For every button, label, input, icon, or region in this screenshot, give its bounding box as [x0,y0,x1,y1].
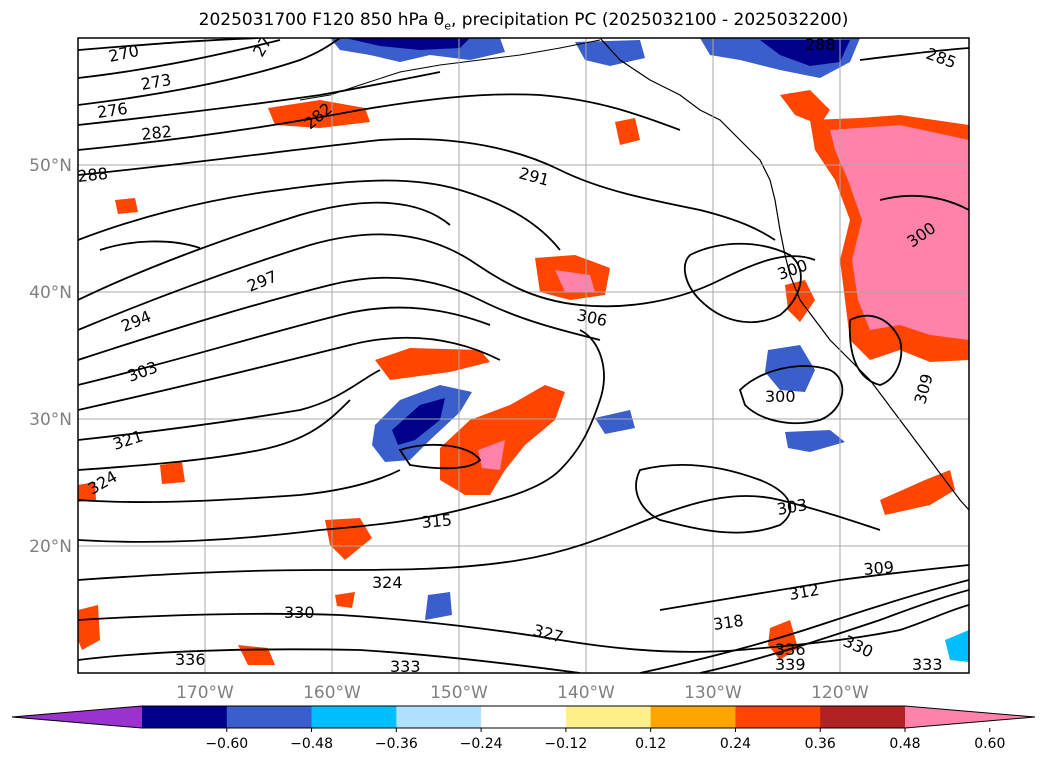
title-prefix: 2025031700 F120 850 hPa [198,10,434,30]
lat-label-30n: 30°N [29,410,72,430]
colorbar-box [565,706,652,728]
contour-label-300b: 300 [765,387,796,406]
contour-label-309b: 309 [863,557,895,579]
chart-title: 2025031700 F120 850 hPa θe, precipitatio… [0,10,1047,32]
colorbar-tick-label: 0.24 [720,736,751,752]
precip-neg-blob-core [392,398,445,445]
colorbar-tick-label: −0.36 [375,736,418,752]
title-theta-sub: e [444,19,451,33]
contour-label-330a: 330 [284,603,315,622]
title-suffix: , precipitation PC (2025032100 - 2025032… [450,10,849,30]
colorbar-box [142,706,228,728]
colorbar-tick-label: 0.48 [889,736,920,752]
lon-label-130w: 130°W [684,683,742,703]
colorbar-tick-label: −0.48 [290,736,333,752]
colorbar-tick-label: −0.24 [460,736,503,752]
colorbar-box [650,706,736,728]
precip-band-1 [375,348,490,380]
map-frame [77,37,970,674]
colorbar-tick-label: 0.12 [635,736,666,752]
colorbar-extend-max [905,706,1035,728]
precip-small-4 [78,605,100,650]
precip-top-mid-negative [575,40,645,66]
latitude-labels: 50°N 40°N 30°N 20°N [29,156,72,557]
contour-label-339: 339 [775,655,806,674]
lon-label-150w: 150°W [430,683,488,703]
lon-label-120w: 120°W [811,683,869,703]
title-theta: θ [433,10,445,30]
precip-band-2 [440,385,565,495]
colorbar-outline [11,705,1036,729]
contour-label-276: 276 [96,99,129,122]
precip-small-1 [615,118,640,145]
precip-neg-blob-4 [595,410,635,434]
colorbar-tick-label: 0.60 [974,736,1005,752]
longitude-labels: 170°W 160°W 150°W 140°W 130°W 120°W [176,683,869,703]
precip-small-5 [160,462,185,484]
contour-label-288: 288 [76,164,108,186]
colorbar-box [396,706,482,728]
contour-label-333b: 333 [912,655,943,674]
theta-e-contours [78,38,969,673]
colorbar-box [481,706,567,728]
precip-small-3 [880,470,955,515]
colorbar-box [311,706,397,728]
lon-label-140w: 140°W [557,683,615,703]
contour-label-324a: 324 [372,573,403,592]
precip-mid-patch-pink [555,270,595,292]
precip-coast-strip [780,90,830,125]
precip-band-2-pink [478,440,505,470]
precip-small-9 [115,198,138,214]
colorbar-box [735,706,821,728]
lat-label-40n: 40°N [29,283,72,303]
contour-label-333a: 333 [390,657,421,676]
colorbar-tick-label: 0.36 [805,736,836,752]
contour-label-315: 315 [421,510,453,532]
precip-small-2 [768,620,798,660]
colorbar-tick-label: −0.12 [544,736,587,752]
lat-label-20n: 20°N [29,537,72,557]
contour-label-336b: 336 [175,650,206,669]
precip-coast-small [785,280,815,322]
colorbar-box [226,706,313,728]
precip-top-right-negative-core [760,40,850,66]
precip-neg-blob-2 [765,345,815,392]
colorbar-tick-label: −0.60 [205,736,248,752]
precip-small-8 [425,592,452,620]
precip-small-11 [78,482,96,502]
precip-small-10 [335,592,355,608]
precip-small-12 [945,630,969,662]
contour-label-318: 318 [712,611,745,634]
precip-west-coast-pink [830,125,969,340]
map-area: 270 273 276 282 288 291 294 297 300 303 … [76,35,969,676]
colorbar-box [820,706,906,728]
colorbar: −0.60 −0.48 −0.36 −0.24 −0.12 0.12 0.24 0.36 0.4… [11,705,1036,752]
contour-label-336a: 336 [775,640,806,659]
lat-label-50n: 50°N [29,156,72,176]
contour-label-288b: 288 [805,35,836,54]
contour-label-282: 282 [140,122,172,144]
lon-label-160w: 160°W [303,683,361,703]
precip-neg-blob-3 [785,430,845,452]
precip-top-negative-core [345,38,470,50]
colorbar-extend-min [12,706,142,728]
lon-label-170w: 170°W [176,683,234,703]
coastline-north-america [599,38,969,511]
